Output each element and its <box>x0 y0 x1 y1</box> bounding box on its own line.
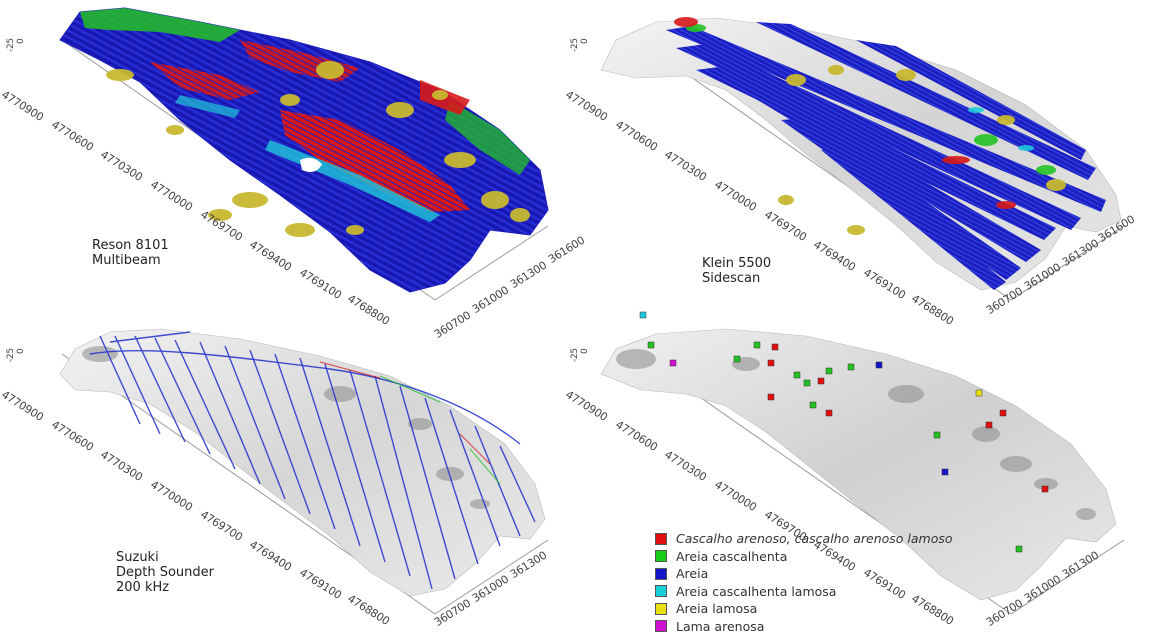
legend-label: Lama arenosa <box>676 619 764 634</box>
legend-label: Areia cascalhenta lamosa <box>676 584 836 599</box>
legend-label: Areia <box>676 566 708 581</box>
legend-swatch <box>655 585 667 597</box>
caption-line: 200 kHz <box>116 580 214 595</box>
z-tick: -25 <box>570 348 580 362</box>
panel-caption: Suzuki Depth Sounder 200 kHz <box>116 550 214 595</box>
legend-label: Areia lamosa <box>676 601 757 616</box>
panel-caption: Klein 5500 Sidescan <box>702 256 771 286</box>
legend-label: Areia cascalhenta <box>676 549 787 564</box>
panel-multibeam: -25 0 4770900 4770600 4770300 4770000 47… <box>0 0 575 314</box>
legend-item: Areia cascalhenta <box>655 548 995 566</box>
legend-item: Areia lamosa <box>655 600 995 618</box>
z-tick: -25 <box>6 348 16 362</box>
legend-label: Cascalho arenoso, cascalho arenoso lamos… <box>676 531 953 546</box>
legend-item: Areia cascalhenta lamosa <box>655 583 995 601</box>
legend-swatch <box>655 533 667 545</box>
z-tick: 0 <box>16 349 26 354</box>
caption-line: Reson 8101 <box>92 238 169 253</box>
legend-swatch <box>655 603 667 615</box>
legend-item: Lama arenosa <box>655 618 995 635</box>
legend-swatch <box>655 568 667 580</box>
legend-swatch <box>655 550 667 562</box>
z-tick: 0 <box>16 39 26 44</box>
caption-line: Multibeam <box>92 253 169 268</box>
z-tick: -25 <box>6 38 16 52</box>
legend-item: Cascalho arenoso, cascalho arenoso lamos… <box>655 530 995 548</box>
sediment-legend: Cascalho arenoso, cascalho arenoso lamos… <box>655 530 995 635</box>
z-tick: 0 <box>580 39 590 44</box>
z-tick: 0 <box>580 349 590 354</box>
caption-line: Suzuki <box>116 550 214 565</box>
z-tick: -25 <box>570 38 580 52</box>
caption-line: Klein 5500 <box>702 256 771 271</box>
legend-swatch <box>655 620 667 632</box>
panel-caption: Reson 8101 Multibeam <box>92 238 169 268</box>
panel-depth-sounder: -25 0 4770900 4770600 4770300 4770000 47… <box>0 314 575 628</box>
caption-line: Depth Sounder <box>116 565 214 580</box>
caption-line: Sidescan <box>702 271 771 286</box>
legend-item: Areia <box>655 565 995 583</box>
panel-sidescan: -25 0 4770900 4770600 4770300 4770000 47… <box>576 0 1151 314</box>
